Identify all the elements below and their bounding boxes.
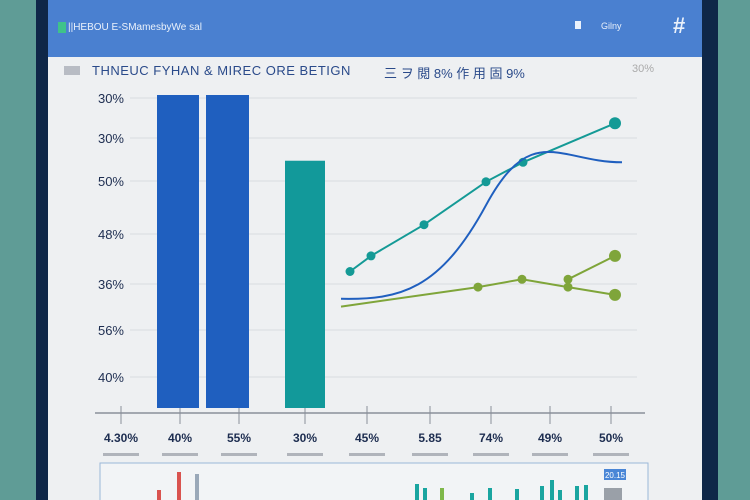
x-tick-label: 5.85 (418, 431, 442, 445)
chart-title: THNEUC FYHAN & MIREC ORE BETIGN (92, 63, 351, 78)
x-tick-caption (532, 453, 568, 456)
corner-label: 30% (632, 63, 655, 75)
menu-icon[interactable] (575, 21, 581, 29)
y-tick-label: 48% (98, 227, 124, 242)
y-tick-label: 30% (98, 131, 124, 146)
x-tick-label: 30% (293, 431, 317, 445)
mini-bar (415, 484, 419, 500)
x-tick-caption (349, 453, 385, 456)
x-tick-caption (103, 453, 139, 456)
mini-bar (550, 480, 554, 500)
x-tick-label: 4.30% (104, 431, 138, 445)
x-tick-caption (412, 453, 448, 456)
mini-bar (575, 486, 579, 500)
app-icon (58, 22, 66, 33)
y-tick-label: 36% (98, 277, 124, 292)
user-label[interactable]: Gilny (601, 21, 622, 31)
mini-bar (177, 472, 181, 500)
grid-icon[interactable]: # (673, 13, 686, 38)
y-tick-label: 50% (98, 174, 124, 189)
x-tick-label: 74% (479, 431, 503, 445)
data-point (473, 282, 483, 292)
data-point (481, 177, 491, 187)
mail-icon (604, 488, 622, 500)
mini-bar (195, 474, 199, 500)
data-point (517, 274, 527, 284)
bar (206, 95, 249, 408)
mini-bar (558, 490, 562, 500)
dashboard-window: ||HEBOU E-SMamesbyWe sal Gilny # THNEUC … (48, 0, 702, 500)
y-tick-label: 30% (98, 91, 124, 106)
x-tick-caption (287, 453, 323, 456)
mini-bar (488, 488, 492, 500)
x-tick-label: 45% (355, 431, 379, 445)
mini-bar (515, 489, 519, 500)
mini-bar (423, 488, 427, 500)
mini-bar (157, 490, 161, 500)
data-point (563, 274, 573, 284)
x-tick-caption (221, 453, 257, 456)
mini-chart-panel (99, 462, 649, 500)
data-point (366, 251, 376, 261)
x-tick-caption (473, 453, 509, 456)
chart-subtitle: 三 ヲ 閲 8% 作 用 固 9% (384, 66, 525, 81)
bar (157, 95, 199, 408)
data-point (345, 267, 355, 276)
mini-badge-text: 20.15 (605, 471, 626, 480)
data-point (419, 220, 429, 230)
mini-bar (540, 486, 544, 500)
data-point (563, 282, 573, 292)
x-tick-label: 55% (227, 431, 251, 445)
y-tick-label: 56% (98, 323, 124, 338)
x-tick-caption (162, 453, 198, 456)
y-tick-label: 40% (98, 370, 124, 385)
mini-bar (470, 493, 474, 500)
series-line-blue (340, 151, 623, 300)
x-tick-label: 49% (538, 431, 562, 445)
app-title: ||HEBOU E-SMamesbyWe sal (68, 22, 202, 33)
mini-bar (584, 485, 588, 500)
data-point (609, 249, 621, 262)
series-line-teal (349, 122, 616, 273)
header-bar: ||HEBOU E-SMamesbyWe sal Gilny # (48, 0, 702, 57)
mini-badge (604, 469, 626, 480)
legend-swatch (64, 66, 80, 75)
x-tick-label: 50% (599, 431, 623, 445)
x-tick-label: 40% (168, 431, 192, 445)
mini-bar (440, 488, 444, 500)
data-point (609, 288, 621, 301)
data-point (609, 117, 621, 130)
x-tick-caption (593, 453, 629, 456)
bar (285, 160, 325, 408)
series-line-green2 (567, 255, 616, 281)
